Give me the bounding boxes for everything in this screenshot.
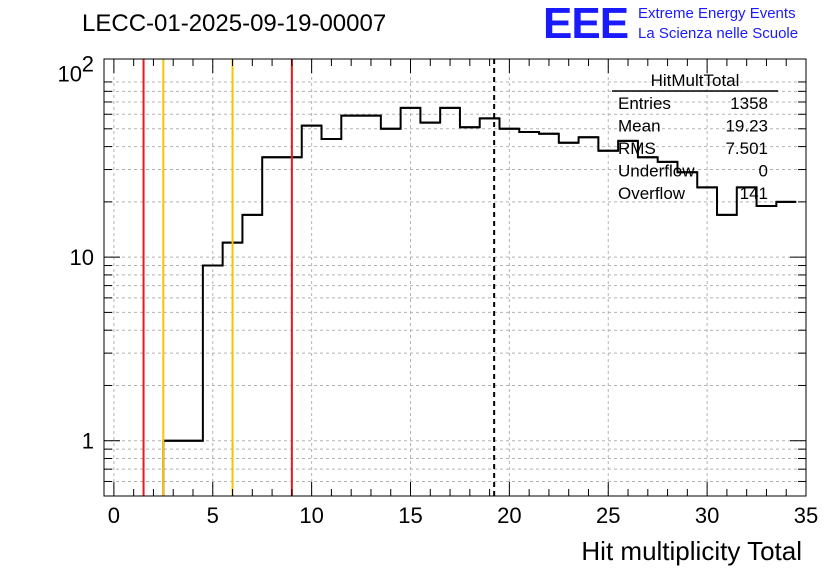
logo-mark: EEE [543, 0, 629, 48]
logo-line-1: Extreme Energy Events [638, 5, 796, 22]
stats-row-label: RMS [618, 139, 656, 158]
chart-title: LECC-01-2025-09-19-00007 [82, 10, 387, 37]
eee-logo: EEE Extreme Energy Events La Scienza nel… [543, 2, 833, 46]
plot-frame [103, 58, 807, 497]
stats-row-label: Underflow [618, 162, 695, 181]
x-axis-title: Hit multiplicity Total [581, 536, 802, 566]
y-tick-label: 10 [58, 62, 82, 87]
y-tick-label: 10 [70, 245, 94, 270]
x-tick-label: 10 [299, 503, 323, 528]
stats-row-label: Overflow [618, 184, 686, 203]
stats-row-value: 1358 [730, 94, 768, 113]
logo-line-2: La Scienza nelle Scuole [638, 25, 799, 42]
x-tick-label: 15 [398, 503, 422, 528]
x-tick-label: 30 [695, 503, 719, 528]
x-tick-label: 35 [794, 503, 818, 528]
stats-row-value: 0 [759, 162, 768, 181]
x-tick-label: 20 [497, 503, 521, 528]
stats-row-label: Mean [618, 117, 661, 136]
stats-title: HitMultTotal [651, 71, 740, 90]
x-tick-label: 0 [108, 503, 120, 528]
stats-row-value: 7.501 [725, 139, 768, 158]
y-tick-label: 1 [82, 429, 94, 454]
x-tick-label: 25 [596, 503, 620, 528]
histogram-series [162, 106, 797, 496]
stats-row-value: 19.23 [725, 117, 768, 136]
x-tick-label: 5 [207, 503, 219, 528]
stats-row-value: 141 [740, 184, 768, 203]
stats-row-label: Entries [618, 94, 671, 113]
y-tick-exponent: 2 [82, 52, 94, 77]
